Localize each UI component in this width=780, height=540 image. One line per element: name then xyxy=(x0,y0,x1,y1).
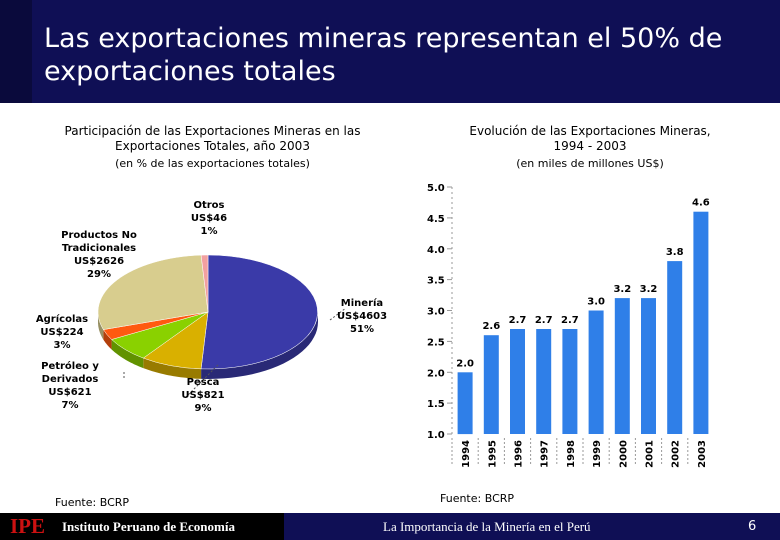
pie-subtitle: (en % de las exportaciones totales) xyxy=(115,157,310,170)
title-accent-stripe xyxy=(0,0,32,103)
bar-value-1995: 2.6 xyxy=(482,321,500,332)
x-tick-2003: 2003 xyxy=(697,440,708,468)
bar-value-2000: 3.2 xyxy=(613,284,631,295)
pie-slice-productos-no-tradicionales xyxy=(97,254,209,330)
pie-label-2-0: Petróleo y xyxy=(41,360,99,372)
pie-label-3-1: US$224 xyxy=(40,327,83,338)
y-tick-3.0: 3.0 xyxy=(427,307,445,318)
bar-1996 xyxy=(510,329,525,434)
bar-title-line1: Evolución de las Exportaciones Mineras, xyxy=(469,124,711,138)
x-tick-2000: 2000 xyxy=(618,440,629,468)
pie-label-2-3: 7% xyxy=(62,400,79,411)
pie-slice-side-2 xyxy=(111,339,144,369)
bar-1998 xyxy=(562,329,578,434)
pie-label-4-3: 29% xyxy=(87,269,111,280)
y-tick-3.5: 3.5 xyxy=(427,276,445,287)
bar-value-2002: 3.8 xyxy=(666,247,684,258)
bar-2000 xyxy=(614,298,630,434)
pie-label-1-2: 9% xyxy=(195,403,212,414)
x-tick-1997: 1997 xyxy=(540,440,551,468)
pie-label-1-1: US$821 xyxy=(181,390,224,401)
y-tick-4.0: 4.0 xyxy=(427,245,445,256)
pie-label-1-0: Pesca xyxy=(187,377,220,388)
bar-subtitle: (en miles de millones US$) xyxy=(516,157,664,170)
pie-chart-title: Participación de las Exportaciones Miner… xyxy=(30,124,395,171)
x-tick-2001: 2001 xyxy=(645,440,656,468)
bar-value-1997: 2.7 xyxy=(535,315,553,326)
pie-label-0-1: US$4603 xyxy=(337,311,387,322)
pie-slice-side-4 xyxy=(98,312,104,340)
pie-label-4-0: Productos No xyxy=(61,230,137,241)
bar-value-1998: 2.7 xyxy=(561,315,579,326)
pie-slice-otros xyxy=(200,254,209,313)
pie-label-2-2: US$621 xyxy=(48,387,91,398)
pie-slice-side-1 xyxy=(143,358,202,379)
footer-logo-panel xyxy=(0,513,284,540)
pie-label-5-1: US$46 xyxy=(191,213,227,224)
bar-chart-title: Evolución de las Exportaciones Mineras, … xyxy=(420,124,760,171)
bar-2003 xyxy=(693,211,709,434)
pie-label-3-0: Agrícolas xyxy=(36,313,88,325)
pie-label-4-2: US$2626 xyxy=(74,256,124,267)
y-tick-2.5: 2.5 xyxy=(427,337,445,348)
pie-label-5-0: Otros xyxy=(193,200,224,211)
y-tick-1.0: 1.0 xyxy=(427,430,445,441)
x-tick-2002: 2002 xyxy=(671,440,682,468)
bar-2001 xyxy=(641,298,656,434)
x-tick-1998: 1998 xyxy=(566,440,577,468)
pie-title-line1: Participación de las Exportaciones Miner… xyxy=(64,124,361,138)
y-tick-5.0: 5.0 xyxy=(427,183,445,194)
slide-title: Las exportaciones mineras representan el… xyxy=(44,23,723,87)
bar-value-1994: 2.0 xyxy=(456,358,474,369)
bar-1997 xyxy=(536,329,552,434)
title-bar xyxy=(0,0,780,103)
bar-title-line2: 1994 - 2003 xyxy=(553,139,627,153)
pie-label-3-2: 3% xyxy=(54,340,71,351)
pie-slice-side-0 xyxy=(201,312,318,379)
pie-leader-line-0 xyxy=(329,307,347,321)
org-name: Instituto Peruano de Economía xyxy=(62,519,235,534)
pie-slice-side-3 xyxy=(103,329,112,350)
x-tick-1996: 1996 xyxy=(514,440,525,468)
pie-label-2-1: Derivados xyxy=(42,374,99,385)
bar-value-1996: 2.7 xyxy=(509,315,527,326)
footer-caption: La Importancia de la Minería en el Perú xyxy=(383,519,591,534)
y-tick-1.5: 1.5 xyxy=(427,399,445,410)
bar-2002 xyxy=(667,261,683,434)
bar-value-1999: 3.0 xyxy=(587,297,605,308)
bar-source: Fuente: BCRP xyxy=(440,492,515,505)
y-tick-4.5: 4.5 xyxy=(427,214,445,225)
bar-value-2003: 4.6 xyxy=(692,198,710,209)
ipe-logo: IPE xyxy=(10,514,46,538)
page-number: 6 xyxy=(748,519,757,534)
x-tick-1994: 1994 xyxy=(461,440,472,468)
x-tick-1995: 1995 xyxy=(487,440,498,468)
pie-label-0-2: 51% xyxy=(350,324,374,335)
bar-1994 xyxy=(457,372,473,435)
pie-source: Fuente: BCRP xyxy=(55,496,130,509)
pie-label-4-1: Tradicionales xyxy=(62,243,136,254)
bar-1995 xyxy=(483,335,499,434)
pie-title-line2: Exportaciones Totales, año 2003 xyxy=(115,139,310,153)
bar-1999 xyxy=(588,310,604,434)
pie-label-0-0: Minería xyxy=(341,297,383,309)
pie-slice-miner-a xyxy=(200,254,318,370)
bar-value-2001: 3.2 xyxy=(640,284,658,295)
pie-label-5-2: 1% xyxy=(201,226,218,237)
x-tick-1999: 1999 xyxy=(592,440,603,468)
y-tick-2.0: 2.0 xyxy=(427,368,445,379)
